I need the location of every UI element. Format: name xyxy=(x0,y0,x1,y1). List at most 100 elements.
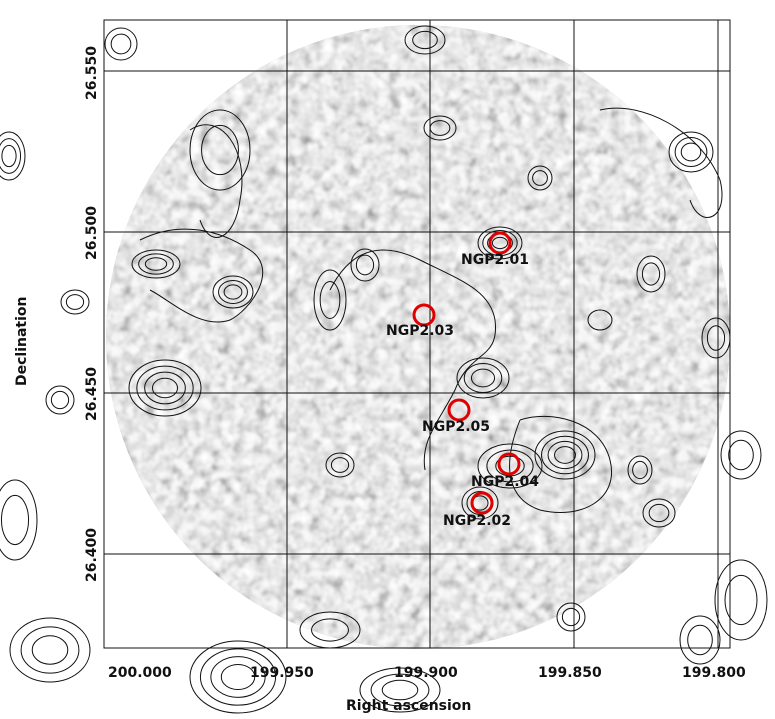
x-tick-labels: 200.000 199.950 199.900 199.850 199.800 xyxy=(108,665,746,681)
x-tick-label: 199.900 xyxy=(394,665,458,681)
contour-ring xyxy=(714,559,768,641)
source-label-ngp2-04: NGP2.04 xyxy=(471,474,539,490)
contour-ring xyxy=(0,131,26,181)
contour-ring xyxy=(144,371,186,405)
contour-ring xyxy=(212,275,254,309)
contour-ring xyxy=(223,284,243,300)
contour-ring xyxy=(687,624,713,656)
contour-ring xyxy=(627,455,653,485)
contour-ring xyxy=(632,460,648,480)
y-tick-label: 26.500 xyxy=(84,206,100,260)
contour-ring xyxy=(144,257,168,271)
x-tick-label: 199.850 xyxy=(538,665,602,681)
contour-ring xyxy=(0,479,38,561)
contour-line xyxy=(189,124,243,238)
source-marker-ngp2-01 xyxy=(488,231,512,255)
y-tick-label: 26.550 xyxy=(84,46,100,100)
contour-ring xyxy=(648,503,670,523)
contour-ring xyxy=(547,440,583,470)
contour-ring xyxy=(381,679,419,701)
contour-ring xyxy=(668,131,714,173)
contour-line xyxy=(329,249,497,471)
contour-ring xyxy=(136,365,194,411)
x-axis-title: Right ascension xyxy=(346,698,471,714)
contour-ring xyxy=(642,498,676,528)
contour-ring xyxy=(313,269,347,331)
x-tick-label: 200.000 xyxy=(108,665,172,681)
x-tick-label: 199.800 xyxy=(682,665,746,681)
y-tick-label: 26.400 xyxy=(84,528,100,582)
contour-ring xyxy=(359,667,441,713)
source-label-ngp2-01: NGP2.01 xyxy=(461,252,529,268)
contour-ring xyxy=(319,281,341,319)
contour-ring xyxy=(486,449,534,483)
y-tick-labels: 26.550 26.500 26.450 26.400 xyxy=(84,46,100,582)
contour-ring xyxy=(189,109,251,191)
contour-ring xyxy=(350,248,380,282)
contour-ring xyxy=(9,617,91,683)
contour-ring xyxy=(128,359,202,417)
radio-contours xyxy=(0,25,768,714)
contour-ring xyxy=(423,115,457,141)
contour-ring xyxy=(636,255,666,293)
contour-ring xyxy=(210,656,266,698)
contour-ring xyxy=(218,279,248,305)
contour-ring xyxy=(534,430,596,480)
contour-ring xyxy=(674,137,708,167)
contour-line xyxy=(509,415,612,514)
contour-ring xyxy=(104,27,138,61)
contour-ring xyxy=(728,439,754,471)
contour-ring xyxy=(706,325,726,351)
contour-ring xyxy=(463,363,503,393)
contour-ring xyxy=(477,226,523,260)
contour-ring xyxy=(680,142,702,162)
contour-ring xyxy=(151,377,179,399)
coordinate-grid xyxy=(103,19,731,649)
contour-ring xyxy=(110,33,132,55)
contour-ring xyxy=(311,618,349,642)
source-marker-ngp2-03 xyxy=(412,303,436,327)
contour-ring xyxy=(554,446,576,464)
contour-ring xyxy=(532,170,548,186)
contour-ring xyxy=(477,443,543,489)
y-tick-label: 26.450 xyxy=(84,367,100,421)
submm-map-disc xyxy=(106,25,730,649)
contour-ring xyxy=(412,30,438,50)
contour-ring xyxy=(20,626,80,674)
source-marker-ngp2-02 xyxy=(470,491,494,515)
source-marker-ngp2-05 xyxy=(447,398,471,422)
contour-ring xyxy=(456,357,510,399)
source-markers: NGP2.01 NGP2.02 NGP2.03 NGP2.04 NGP2.05 xyxy=(386,231,539,529)
contour-ring xyxy=(370,673,430,707)
contour-ring xyxy=(325,452,355,478)
contour-ring xyxy=(541,435,589,475)
contour-ring xyxy=(679,615,721,665)
source-marker-ngp2-04 xyxy=(497,452,521,476)
source-label-ngp2-02: NGP2.02 xyxy=(443,513,511,529)
contour-ring xyxy=(556,602,586,632)
contour-ring xyxy=(60,289,90,315)
contour-ring xyxy=(641,262,661,286)
contour-ring xyxy=(470,368,496,388)
source-label-ngp2-05: NGP2.05 xyxy=(422,419,490,435)
contour-ring xyxy=(31,635,69,665)
contour-ring xyxy=(1,144,17,168)
contour-ring xyxy=(50,390,70,410)
contour-ring xyxy=(138,253,174,275)
contour-ring xyxy=(65,294,85,310)
contour-ring xyxy=(45,385,75,415)
contour-ring xyxy=(482,229,518,257)
contour-ring xyxy=(527,165,553,191)
contour-ring xyxy=(199,648,277,706)
contour-ring xyxy=(189,640,287,714)
contour-ring xyxy=(724,574,758,626)
contour-line xyxy=(599,107,723,218)
contour-ring xyxy=(355,254,375,276)
contour-ring xyxy=(561,607,581,627)
source-label-ngp2-03: NGP2.03 xyxy=(386,323,454,339)
contour-ring xyxy=(587,309,613,331)
contour-ring xyxy=(0,138,22,174)
contour-ring xyxy=(330,457,350,473)
contour-ring xyxy=(201,124,239,176)
